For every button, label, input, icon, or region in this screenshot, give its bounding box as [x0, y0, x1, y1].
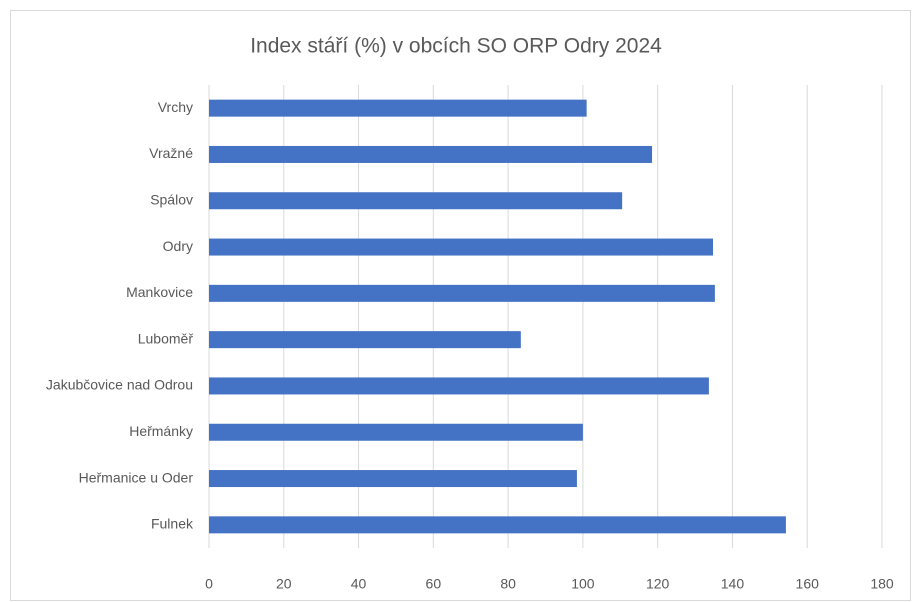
x-tick-label: 180 — [870, 576, 894, 592]
y-tick-label: Heřmanice u Oder — [79, 469, 194, 485]
y-tick-label: Vražné — [149, 145, 193, 161]
x-tick-label: 0 — [205, 576, 213, 592]
bar — [209, 331, 521, 349]
x-tick-label: 160 — [796, 576, 820, 592]
bar — [209, 192, 623, 210]
bar — [209, 238, 714, 256]
x-tick-label: 140 — [721, 576, 745, 592]
bar — [209, 423, 583, 441]
x-tick-label: 80 — [500, 576, 516, 592]
bar — [209, 145, 653, 163]
bar — [209, 99, 587, 117]
x-tick-label: 120 — [646, 576, 670, 592]
chart-border — [10, 10, 911, 601]
y-tick-label: Vrchy — [158, 99, 193, 115]
x-tick-label: 60 — [426, 576, 442, 592]
y-tick-label: Heřmánky — [129, 423, 193, 439]
x-tick-label: 40 — [351, 576, 367, 592]
y-tick-label: Mankovice — [126, 284, 193, 300]
y-tick-label: Odry — [163, 238, 193, 254]
x-tick-label: 20 — [276, 576, 292, 592]
bar — [209, 377, 709, 395]
y-tick-label: Luboměř — [138, 330, 194, 346]
y-tick-label: Jakubčovice nad Odrou — [46, 377, 193, 393]
y-tick-label: Fulnek — [151, 516, 194, 532]
bar — [209, 284, 715, 302]
bar — [209, 470, 577, 488]
bar — [209, 516, 786, 534]
y-tick-label: Spálov — [150, 191, 193, 207]
chart-title: Index stáří (%) v obcích SO ORP Odry 202… — [250, 35, 662, 58]
x-tick-label: 100 — [571, 576, 595, 592]
